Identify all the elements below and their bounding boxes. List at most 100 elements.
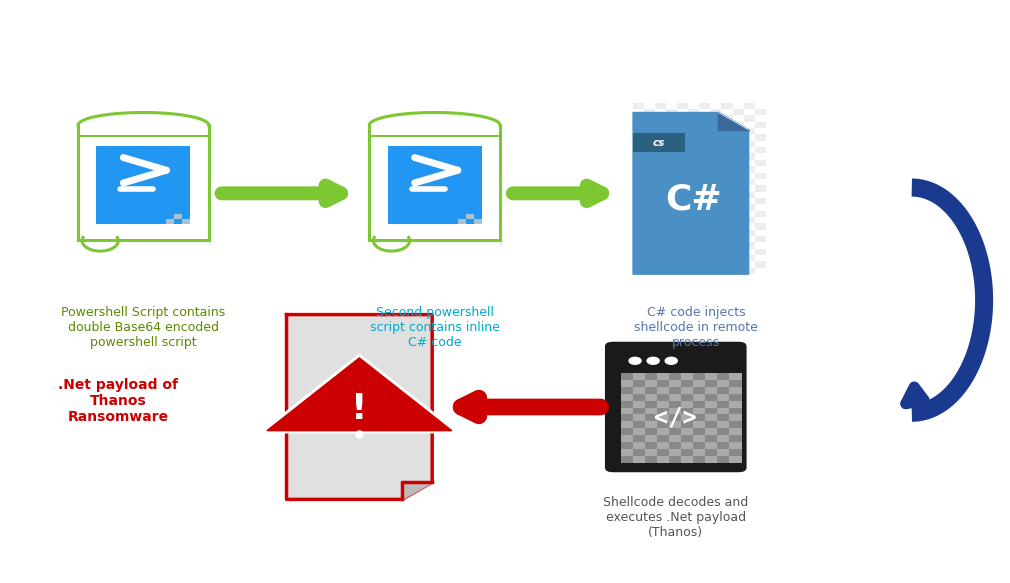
Bar: [175, 225, 187, 232]
Bar: [732, 109, 743, 115]
Bar: [406, 149, 417, 156]
Bar: [729, 422, 741, 429]
Bar: [441, 225, 453, 232]
Polygon shape: [267, 358, 451, 431]
Bar: [754, 249, 766, 255]
FancyBboxPatch shape: [388, 146, 482, 224]
Bar: [102, 225, 114, 232]
Bar: [645, 456, 658, 463]
Bar: [732, 249, 743, 255]
Bar: [382, 149, 394, 156]
Bar: [699, 268, 710, 274]
Bar: [78, 211, 90, 218]
Bar: [688, 261, 699, 268]
Bar: [645, 415, 658, 422]
Bar: [667, 160, 678, 166]
Bar: [729, 436, 741, 442]
Bar: [175, 215, 183, 219]
Bar: [466, 225, 478, 232]
Bar: [693, 394, 705, 401]
Bar: [138, 232, 150, 239]
Bar: [370, 198, 382, 204]
Bar: [175, 198, 187, 204]
Bar: [633, 422, 645, 429]
Bar: [743, 179, 754, 185]
Bar: [441, 198, 453, 204]
Bar: [754, 109, 766, 115]
Bar: [394, 184, 406, 191]
Bar: [490, 184, 502, 191]
Bar: [667, 261, 678, 268]
Bar: [187, 177, 199, 184]
Bar: [187, 204, 199, 211]
Bar: [743, 230, 754, 236]
Bar: [658, 429, 670, 436]
Bar: [743, 204, 754, 210]
Bar: [655, 192, 667, 198]
Bar: [710, 160, 721, 166]
Bar: [90, 232, 102, 239]
Bar: [729, 456, 741, 463]
Bar: [710, 122, 721, 128]
Bar: [633, 141, 644, 147]
Bar: [670, 387, 682, 394]
Bar: [729, 449, 741, 456]
Bar: [466, 156, 478, 163]
Bar: [645, 449, 658, 456]
Bar: [721, 192, 732, 198]
Bar: [710, 223, 721, 230]
Bar: [682, 415, 693, 422]
Bar: [658, 442, 670, 449]
Bar: [682, 442, 693, 449]
Bar: [710, 198, 721, 204]
Bar: [667, 147, 678, 153]
Bar: [370, 184, 382, 191]
Bar: [693, 408, 705, 415]
Text: .Net payload of
Thanos
Ransomware: .Net payload of Thanos Ransomware: [59, 378, 179, 424]
Bar: [682, 408, 693, 415]
Bar: [682, 373, 693, 380]
Bar: [175, 170, 187, 177]
Bar: [743, 268, 754, 274]
Bar: [633, 380, 645, 387]
FancyBboxPatch shape: [370, 136, 500, 251]
Bar: [717, 394, 729, 401]
Bar: [644, 160, 655, 166]
Bar: [717, 436, 729, 442]
Bar: [382, 177, 394, 184]
Bar: [710, 135, 721, 141]
Bar: [693, 387, 705, 394]
Bar: [621, 415, 633, 422]
Bar: [453, 177, 466, 184]
Bar: [417, 184, 429, 191]
Bar: [633, 179, 644, 185]
Bar: [699, 192, 710, 198]
Bar: [670, 394, 682, 401]
Bar: [688, 122, 699, 128]
Text: cs: cs: [653, 138, 666, 147]
Bar: [670, 449, 682, 456]
Bar: [429, 191, 441, 198]
Bar: [621, 394, 633, 401]
Bar: [710, 147, 721, 153]
Bar: [490, 211, 502, 218]
Bar: [682, 449, 693, 456]
Bar: [717, 380, 729, 387]
Bar: [163, 218, 175, 225]
Bar: [670, 408, 682, 415]
Bar: [693, 442, 705, 449]
Bar: [187, 163, 199, 170]
Bar: [732, 198, 743, 204]
Bar: [717, 401, 729, 408]
Bar: [644, 135, 655, 141]
Bar: [429, 163, 441, 170]
Bar: [633, 436, 645, 442]
Bar: [670, 429, 682, 436]
Bar: [163, 163, 175, 170]
Bar: [150, 225, 163, 232]
Bar: [667, 173, 678, 179]
Bar: [655, 217, 667, 223]
Bar: [644, 147, 655, 153]
Bar: [710, 210, 721, 217]
Bar: [682, 387, 693, 394]
